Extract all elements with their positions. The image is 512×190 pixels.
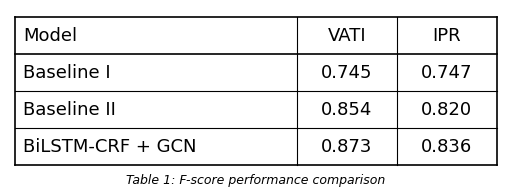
Text: Baseline II: Baseline II (23, 101, 116, 119)
Text: 0.873: 0.873 (321, 138, 373, 156)
Text: 0.820: 0.820 (421, 101, 472, 119)
Text: 0.836: 0.836 (421, 138, 473, 156)
Text: BiLSTM-CRF + GCN: BiLSTM-CRF + GCN (23, 138, 197, 156)
Text: 0.854: 0.854 (321, 101, 373, 119)
Text: Baseline I: Baseline I (23, 64, 111, 82)
Text: Model: Model (23, 27, 77, 45)
Text: IPR: IPR (433, 27, 461, 45)
Text: VATI: VATI (328, 27, 366, 45)
Text: 0.747: 0.747 (421, 64, 473, 82)
Text: Table 1: F-score performance comparison: Table 1: F-score performance comparison (126, 174, 386, 187)
Text: 0.745: 0.745 (321, 64, 373, 82)
